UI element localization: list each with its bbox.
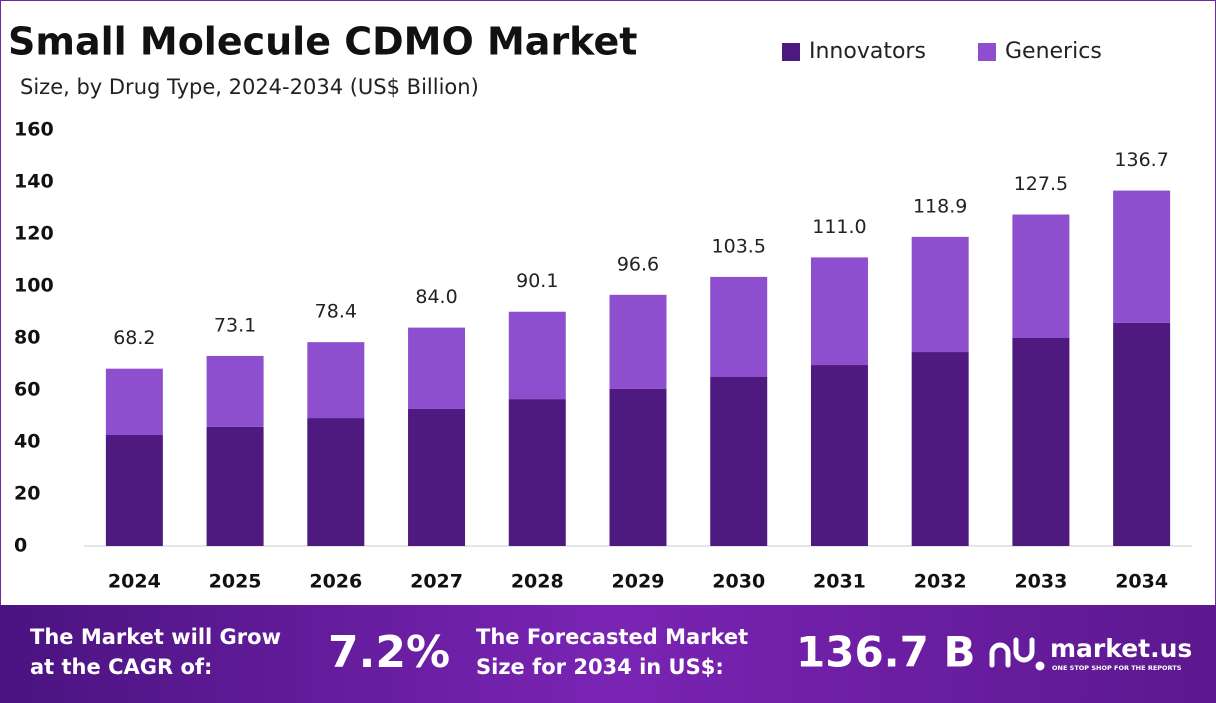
- total-label: 136.7: [1114, 149, 1168, 171]
- x-tick-label: 2030: [712, 571, 765, 593]
- bar-segment: [1113, 322, 1171, 546]
- bar-segment: [710, 276, 768, 377]
- brand-tagline: ONE STOP SHOP FOR THE REPORTS: [1052, 664, 1182, 672]
- y-tick-label: 40: [14, 431, 40, 453]
- legend-label: Generics: [1005, 39, 1102, 64]
- bar-segment: [911, 352, 969, 546]
- y-tick-label: 140: [14, 171, 54, 193]
- bar-segment: [609, 294, 667, 389]
- chart-subtitle: Size, by Drug Type, 2024-2034 (US$ Billi…: [20, 75, 479, 99]
- bar-segment: [206, 426, 264, 546]
- bar-segment: [911, 236, 969, 353]
- x-tick-label: 2033: [1014, 571, 1067, 593]
- legend-swatch: [978, 43, 996, 61]
- bar-segment: [206, 355, 264, 427]
- total-label: 118.9: [913, 195, 967, 217]
- legend-swatch: [782, 43, 800, 61]
- total-label: 84.0: [415, 286, 457, 308]
- bar-segment: [105, 368, 163, 435]
- bar-segment: [307, 418, 365, 546]
- forecast-text: Size for 2034 in US$:: [476, 655, 724, 679]
- footer-banner: [0, 605, 1216, 703]
- bar-segment: [508, 399, 566, 546]
- cagr-text: The Market will Grow: [30, 625, 281, 649]
- x-tick-label: 2032: [914, 571, 967, 593]
- y-tick-label: 20: [14, 483, 40, 505]
- forecast-text: The Forecasted Market: [476, 625, 748, 649]
- total-label: 73.1: [214, 314, 256, 336]
- y-tick-label: 60: [14, 379, 40, 401]
- bar-segment: [1012, 214, 1070, 338]
- bar-segment: [408, 327, 466, 409]
- cagr-text: at the CAGR of:: [30, 655, 212, 679]
- total-label: 127.5: [1014, 173, 1068, 195]
- total-label: 68.2: [113, 327, 155, 349]
- total-label: 78.4: [315, 301, 357, 323]
- total-label: 103.5: [712, 235, 766, 257]
- total-label: 96.6: [617, 253, 659, 275]
- cagr-value: 7.2%: [328, 627, 450, 678]
- bar-segment: [810, 365, 868, 546]
- x-tick-label: 2029: [612, 571, 665, 593]
- bar-segment: [1012, 338, 1070, 546]
- bar-segment: [508, 311, 566, 400]
- x-tick-label: 2031: [813, 571, 866, 593]
- bar-segment: [609, 388, 667, 546]
- x-tick-label: 2028: [511, 571, 564, 593]
- y-tick-label: 0: [14, 535, 27, 557]
- x-tick-label: 2024: [108, 571, 161, 593]
- bar-segment: [810, 257, 868, 366]
- y-tick-label: 160: [14, 119, 54, 141]
- bar-segment: [307, 342, 365, 419]
- y-tick-label: 100: [14, 275, 54, 297]
- legend-label: Innovators: [809, 39, 926, 64]
- x-tick-label: 2034: [1115, 571, 1168, 593]
- forecast-value: 136.7 B: [796, 628, 975, 677]
- bar-segment: [1113, 190, 1171, 323]
- total-label: 111.0: [812, 216, 866, 238]
- x-tick-label: 2025: [209, 571, 262, 593]
- bar-segment: [710, 377, 768, 546]
- total-label: 90.1: [516, 270, 558, 292]
- chart-title: Small Molecule CDMO Market: [8, 20, 637, 64]
- x-tick-label: 2027: [410, 571, 463, 593]
- bar-segment: [408, 408, 466, 546]
- bar-segment: [105, 434, 163, 546]
- x-tick-label: 2026: [309, 571, 362, 593]
- y-tick-label: 80: [14, 327, 40, 349]
- brand-logo: [989, 637, 1045, 671]
- brand-name: market.us: [1050, 634, 1192, 663]
- y-tick-label: 120: [14, 223, 54, 245]
